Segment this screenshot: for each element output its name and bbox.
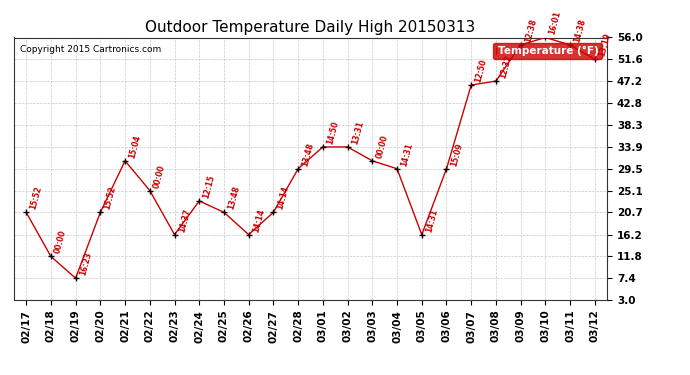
Text: 15:52: 15:52 <box>103 186 118 211</box>
Text: 16:23: 16:23 <box>78 251 93 277</box>
Text: 12:50: 12:50 <box>474 58 489 84</box>
Text: 00:00: 00:00 <box>53 229 68 255</box>
Text: 13:48: 13:48 <box>301 141 315 167</box>
Text: 14:14: 14:14 <box>276 185 290 211</box>
Text: 14:37: 14:37 <box>177 207 192 233</box>
Text: 00:00: 00:00 <box>375 134 390 159</box>
Text: 14:38: 14:38 <box>573 18 588 44</box>
Text: 14:14: 14:14 <box>251 207 266 233</box>
Text: Copyright 2015 Cartronics.com: Copyright 2015 Cartronics.com <box>20 45 161 54</box>
Text: 15:09: 15:09 <box>449 142 464 167</box>
Text: 14:50: 14:50 <box>326 120 340 146</box>
Text: 13:48: 13:48 <box>226 185 242 211</box>
Text: 14:31: 14:31 <box>424 207 439 233</box>
Text: 13:19: 13:19 <box>598 32 612 58</box>
Text: 13:31: 13:31 <box>350 120 365 146</box>
Text: 12:32: 12:32 <box>498 54 513 80</box>
Text: 14:31: 14:31 <box>400 142 415 167</box>
Text: 12:38: 12:38 <box>523 18 538 44</box>
Text: 15:52: 15:52 <box>29 186 43 211</box>
Text: 12:15: 12:15 <box>201 174 217 200</box>
Text: 00:00: 00:00 <box>152 164 167 189</box>
Legend: Temperature (°F): Temperature (°F) <box>493 43 602 59</box>
Title: Outdoor Temperature Daily High 20150313: Outdoor Temperature Daily High 20150313 <box>146 20 475 35</box>
Text: 15:04: 15:04 <box>128 134 142 159</box>
Text: 16:01: 16:01 <box>548 10 563 36</box>
